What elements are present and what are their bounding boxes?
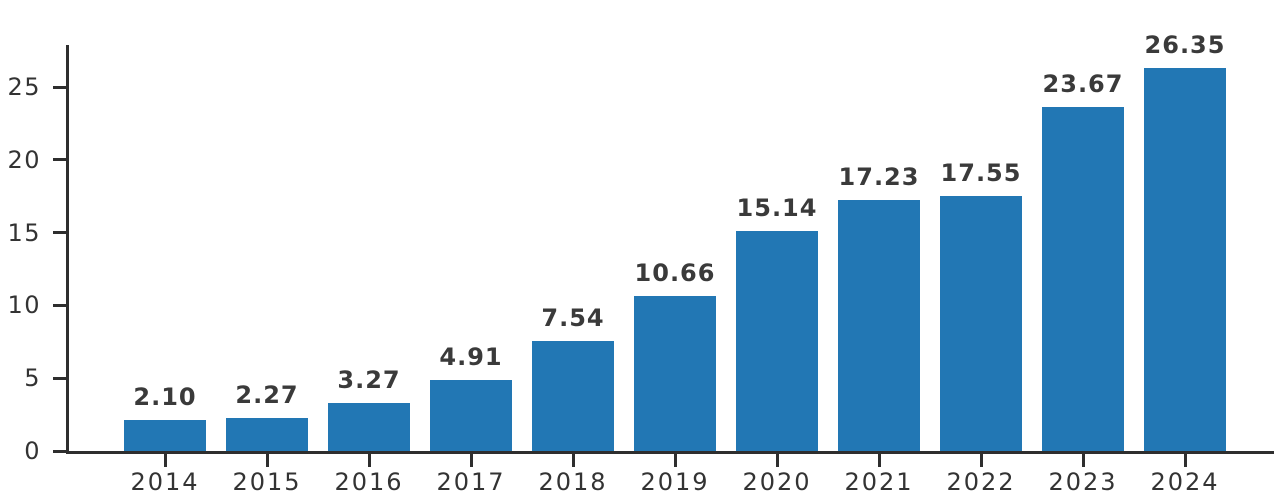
bar [940,195,1022,451]
bar-value-label: 17.55 [940,158,1022,187]
x-tick-mark [1081,454,1085,467]
x-tick-label: 2017 [436,468,506,496]
x-tick-mark [979,454,983,467]
bar-value-label: 2.10 [133,383,197,412]
bar-value-label: 2.27 [235,380,299,409]
bar-value-label: 17.23 [838,163,920,192]
y-tick-label: 25 [7,73,41,102]
bar [634,295,716,451]
bar-value-label: 4.91 [439,342,503,371]
bar [328,403,410,451]
x-tick-mark [1183,454,1187,467]
y-tick-mark [53,303,66,307]
bar-value-label: 23.67 [1042,69,1124,98]
y-tick-label: 15 [7,218,41,247]
bar [838,200,920,451]
x-tick-label: 2022 [946,468,1016,496]
bar [1042,106,1124,451]
bar-value-label: 26.35 [1144,30,1226,59]
bar-value-label: 3.27 [337,366,401,395]
plot-area: 2.10 2014 2.27 2015 3.27 2016 4.91 2017 7.54 2018… [7,31,1274,496]
x-tick-mark [877,454,881,467]
x-tick-mark [367,454,371,467]
bar [430,379,512,451]
y-tick-label: 20 [7,145,41,174]
bar-value-label: 15.14 [736,193,818,222]
x-tick-label: 2014 [130,468,200,496]
y-tick-label: 10 [7,291,41,320]
x-tick-label: 2015 [232,468,302,496]
bar [226,417,308,451]
x-tick-label: 2019 [640,468,710,496]
x-tick-mark [571,454,575,467]
bar-value-label: 7.54 [541,304,605,333]
x-tick-mark [469,454,473,467]
y-tick-mark [53,231,66,235]
x-tick-mark [265,454,269,467]
bar [532,341,614,451]
y-tick-mark [53,449,66,453]
bar [1144,67,1226,451]
x-tick-mark [775,454,779,467]
x-tick-label: 2020 [742,468,812,496]
x-tick-label: 2023 [1048,468,1118,496]
y-tick-mark [53,158,66,162]
x-tick-mark [673,454,677,467]
y-tick-label: 5 [24,364,41,393]
y-tick-mark [53,85,66,89]
bar-value-label: 10.66 [634,258,716,287]
y-tick-mark [53,376,66,380]
x-tick-mark [163,454,167,467]
bar [736,230,818,451]
x-tick-label: 2024 [1150,468,1220,496]
x-tick-label: 2021 [844,468,914,496]
y-tick-label: 0 [24,437,41,465]
bar [124,420,206,451]
x-tick-label: 2018 [538,468,608,496]
x-tick-label: 2016 [334,468,404,496]
